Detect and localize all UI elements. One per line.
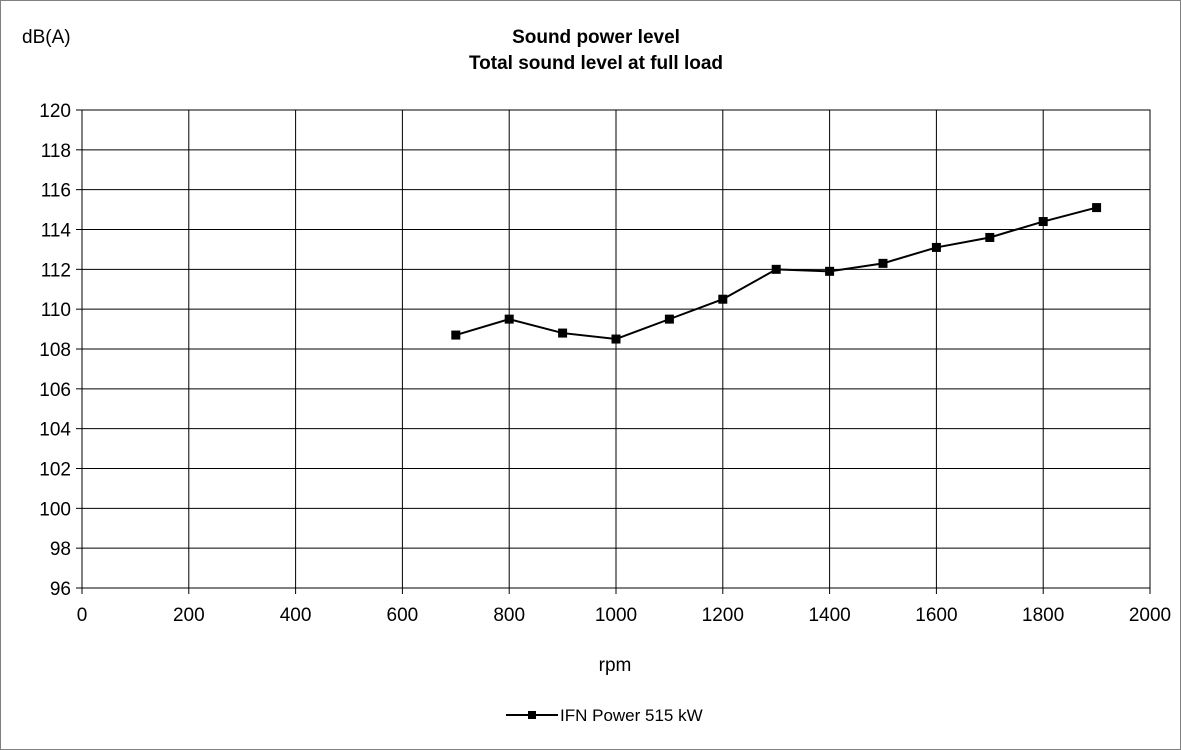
data-point	[931, 242, 941, 252]
data-point	[611, 334, 621, 344]
legend: IFN Power 515 kW	[506, 706, 703, 725]
y-tick-label: 102	[39, 460, 71, 481]
data-point	[451, 330, 461, 340]
data-point	[771, 264, 781, 274]
y-axis-label: dB(A)	[22, 27, 71, 48]
x-tick-label: 1800	[1022, 605, 1064, 626]
chart-title: Sound power level	[512, 27, 680, 48]
legend-label: IFN Power 515 kW	[560, 706, 703, 725]
x-tick-label: 200	[173, 605, 205, 626]
x-tick-label: 0	[77, 605, 88, 626]
y-tick-label: 108	[39, 340, 71, 361]
data-point	[718, 294, 728, 304]
data-point	[1092, 203, 1102, 213]
data-point	[664, 314, 674, 324]
x-tick-label: 400	[280, 605, 312, 626]
x-tick-label: 800	[493, 605, 525, 626]
y-tick-label: 110	[41, 300, 71, 321]
x-tick-label: 1000	[595, 605, 637, 626]
y-tick-label: 112	[41, 260, 71, 281]
x-tick-label: 600	[387, 605, 419, 626]
chart-subtitle: Total sound level at full load	[469, 53, 723, 74]
y-tick-label: 104	[39, 420, 71, 441]
x-tick-label: 1400	[808, 605, 850, 626]
x-axis-label: rpm	[599, 655, 632, 676]
y-tick-label: 106	[39, 380, 71, 401]
y-tick-label: 100	[39, 499, 71, 520]
data-point	[825, 266, 835, 276]
x-tick-label: 1200	[702, 605, 744, 626]
x-axis-ticks: 0 200 400 600 800 1000 1200 1400 1600 1800 2000	[77, 588, 1171, 626]
y-tick-label: 116	[41, 181, 71, 202]
series-layer	[451, 203, 1102, 344]
grid	[81, 109, 1151, 589]
x-tick-label: 2000	[1129, 605, 1171, 626]
y-tick-label: 96	[50, 579, 71, 600]
x-tick-label: 1600	[915, 605, 957, 626]
data-point	[878, 258, 888, 268]
data-point	[504, 314, 514, 324]
y-tick-label: 120	[39, 101, 71, 122]
y-tick-label: 98	[50, 539, 71, 560]
y-tick-label: 114	[41, 221, 72, 242]
data-point	[558, 328, 568, 338]
legend-marker	[528, 711, 536, 719]
y-tick-label: 118	[41, 141, 71, 162]
data-point	[985, 232, 995, 242]
data-point	[1038, 217, 1048, 227]
y-axis-ticks: 96 98 100 102 104 106 108 110 112 114 116 118 120	[39, 101, 82, 600]
